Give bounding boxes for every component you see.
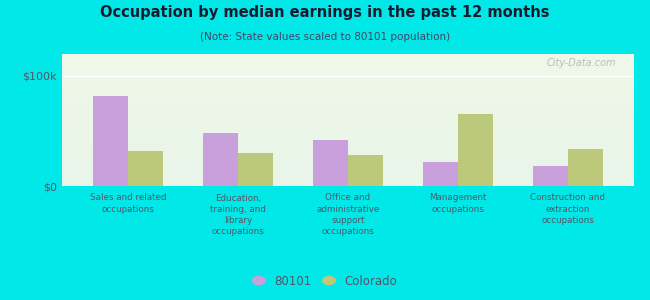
Text: Education,
training, and
library
occupations: Education, training, and library occupat…	[210, 194, 266, 236]
Bar	[422, 162, 458, 186]
Text: Management
occupations: Management occupations	[429, 194, 486, 214]
Bar	[458, 115, 493, 186]
Text: Sales and related
occupations: Sales and related occupations	[90, 194, 166, 214]
Text: Office and
administrative
support
occupations: Office and administrative support occupa…	[316, 194, 380, 236]
Text: City-Data.com: City-Data.com	[547, 58, 617, 68]
Bar	[313, 140, 348, 186]
Bar	[203, 133, 238, 186]
Legend: 80101, Colorado: 80101, Colorado	[248, 270, 402, 292]
Bar	[92, 96, 128, 186]
Bar	[532, 166, 567, 186]
Bar	[128, 151, 163, 186]
Bar	[238, 153, 273, 186]
Text: (Note: State values scaled to 80101 population): (Note: State values scaled to 80101 popu…	[200, 32, 450, 41]
Text: Occupation by median earnings in the past 12 months: Occupation by median earnings in the pas…	[100, 4, 550, 20]
Bar	[348, 155, 383, 186]
Text: Construction and
extraction
occupations: Construction and extraction occupations	[530, 194, 605, 225]
Bar	[567, 148, 603, 186]
